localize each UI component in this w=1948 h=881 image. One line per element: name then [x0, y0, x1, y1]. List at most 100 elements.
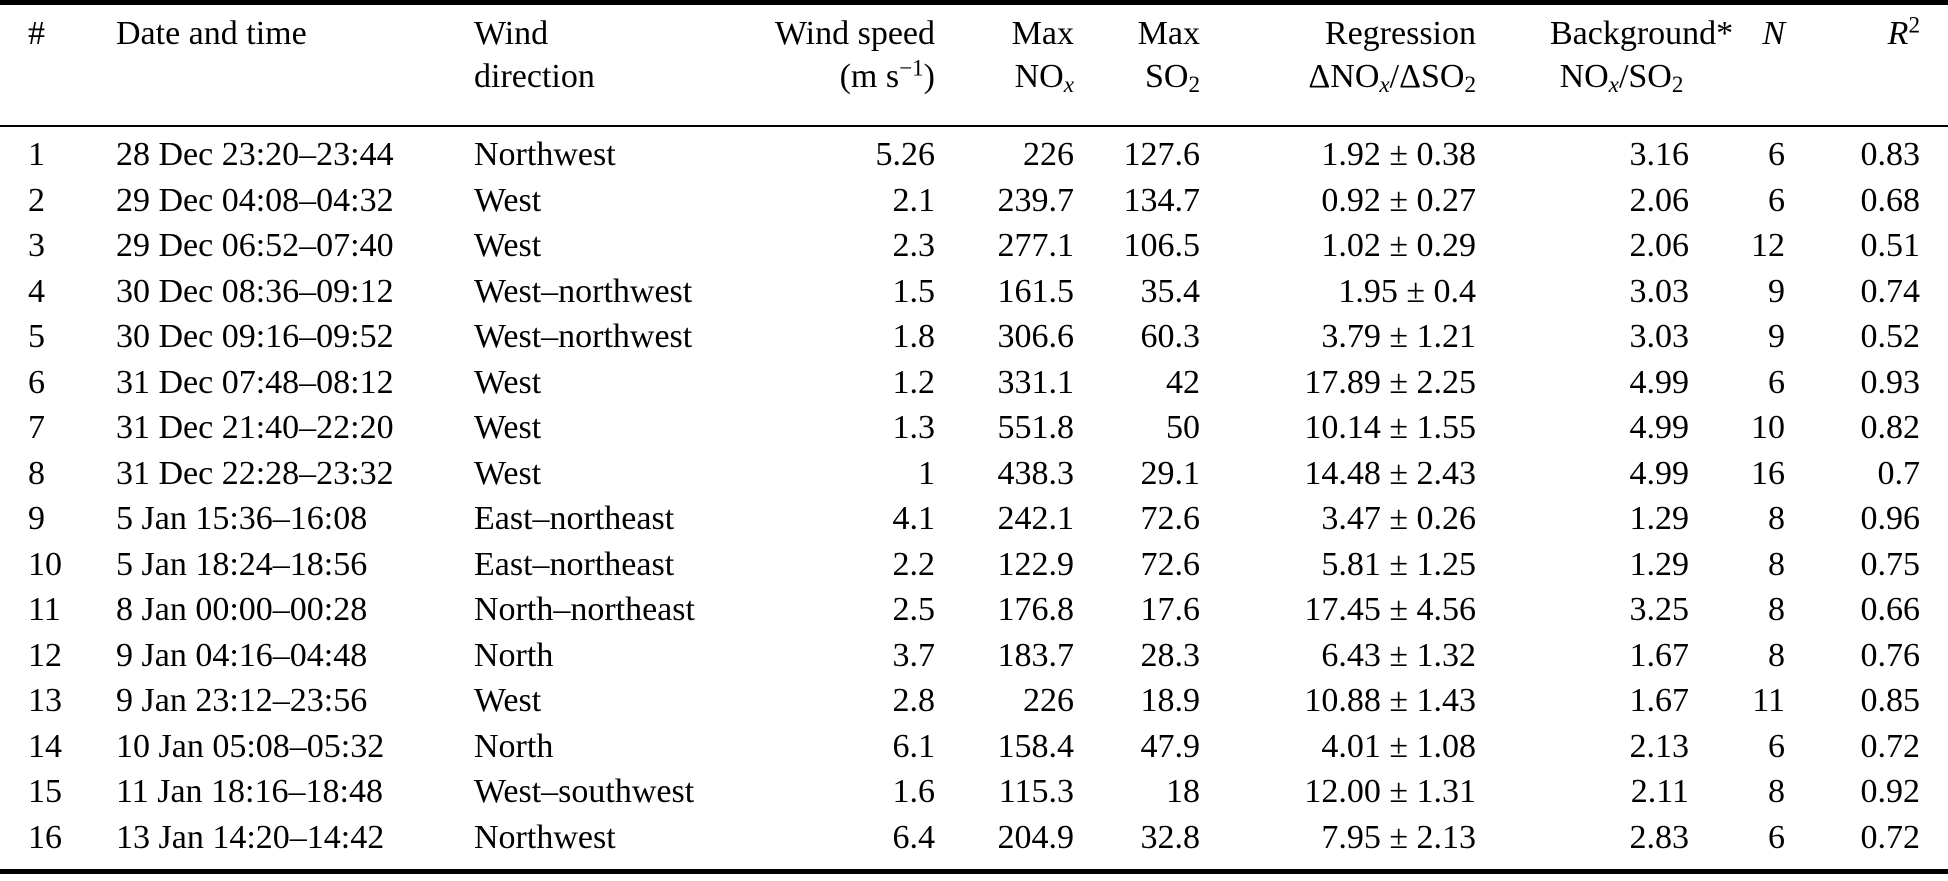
- col-header-date-time: Date and time: [88, 5, 460, 127]
- header-row: # Date and time Wind direction Wind spee…: [0, 5, 1948, 127]
- cell-max-nox: 161.5: [997, 272, 1075, 310]
- cell-n: 6: [1768, 181, 1785, 219]
- table-row: 6 31 Dec 07:48–08:12 West 1.2 331.1 42 17.89 ±…: [0, 360, 1948, 406]
- cell-num: 1: [28, 136, 45, 173]
- cell-r2: 0.96: [1860, 500, 1921, 537]
- table-row: 15 11 Jan 18:16–18:48 West–southwest 1.6 115…: [0, 769, 1948, 815]
- cell-background: 4.99: [1629, 454, 1690, 492]
- cell-num: 2: [28, 181, 45, 219]
- cell-datetime: 29 Dec 06:52–07:40: [116, 227, 394, 264]
- cell-r2: 0.75: [1860, 545, 1921, 583]
- cell-datetime: 31 Dec 22:28–23:32: [116, 454, 394, 492]
- col-header-max-so2: Max SO2: [1080, 5, 1204, 127]
- cell-max-so2: 106.5: [1123, 227, 1201, 264]
- table-bottom-rule: [0, 869, 1948, 874]
- cell-num: 3: [28, 227, 45, 264]
- cell-r2: 0.76: [1860, 636, 1921, 674]
- cell-num: 6: [28, 363, 45, 401]
- cell-wind-speed: 5.26: [875, 136, 936, 173]
- cell-datetime: 8 Jan 00:00–00:28: [116, 591, 368, 628]
- cell-r2: 0.52: [1860, 318, 1921, 355]
- cell-datetime: 30 Dec 09:16–09:52: [116, 318, 394, 355]
- cell-background: 1.29: [1629, 545, 1690, 583]
- cell-regression: 0.92 ± 0.27: [1321, 181, 1476, 219]
- cell-wind-direction: North: [474, 636, 554, 674]
- cell-wind-speed: 1.8: [892, 318, 936, 355]
- cell-num: 5: [28, 318, 45, 355]
- cell-num: 15: [28, 773, 62, 810]
- cell-wind-speed: 1: [918, 454, 935, 492]
- cell-datetime: 5 Jan 15:36–16:08: [116, 500, 368, 537]
- table-row: 5 30 Dec 09:16–09:52 West–northwest 1.8 306.…: [0, 314, 1948, 360]
- cell-n: 9: [1768, 272, 1785, 310]
- cell-background: 3.25: [1629, 591, 1690, 628]
- cell-max-so2: 134.7: [1123, 181, 1201, 219]
- cell-regression: 10.88 ± 1.43: [1304, 682, 1476, 719]
- cell-wind-direction: North: [474, 727, 554, 765]
- cell-max-nox: 204.9: [997, 818, 1075, 856]
- cell-wind-direction: Northwest: [474, 136, 616, 173]
- cell-r2: 0.92: [1860, 773, 1921, 810]
- cell-regression: 7.95 ± 2.13: [1321, 818, 1476, 856]
- cell-background: 4.99: [1629, 363, 1690, 401]
- table-row: 14 10 Jan 05:08–05:32 North 6.1 158.4 47.9 4.0…: [0, 724, 1948, 770]
- cell-regression: 17.89 ± 2.25: [1304, 363, 1476, 401]
- cell-r2: 0.85: [1860, 682, 1921, 719]
- cell-num: 4: [28, 272, 45, 310]
- cell-wind-direction: West: [474, 682, 542, 719]
- cell-max-nox: 226: [1023, 682, 1074, 719]
- cell-n: 6: [1768, 363, 1785, 401]
- cell-datetime: 10 Jan 05:08–05:32: [116, 727, 385, 765]
- cell-n: 8: [1768, 545, 1785, 583]
- cell-max-nox: 158.4: [997, 727, 1075, 765]
- cell-regression: 4.01 ± 1.08: [1321, 727, 1476, 765]
- cell-r2: 0.83: [1860, 136, 1921, 173]
- cell-r2: 0.72: [1860, 727, 1921, 765]
- table-row: 2 29 Dec 04:08–04:32 West 2.1 239.7 134.7 0.92…: [0, 178, 1948, 224]
- cell-max-so2: 17.6: [1140, 591, 1201, 628]
- cell-n: 6: [1768, 136, 1785, 173]
- cell-max-so2: 127.6: [1123, 136, 1201, 173]
- cell-n: 10: [1751, 409, 1785, 446]
- cell-wind-speed: 4.1: [892, 500, 936, 537]
- cell-wind-speed: 1.5: [892, 272, 936, 310]
- cell-max-nox: 277.1: [997, 227, 1075, 264]
- cell-datetime: 9 Jan 04:16–04:48: [116, 636, 368, 674]
- cell-background: 1.67: [1629, 682, 1690, 719]
- cell-num: 9: [28, 500, 45, 537]
- cell-num: 7: [28, 409, 45, 446]
- cell-r2: 0.51: [1860, 227, 1921, 264]
- cell-background: 1.29: [1629, 500, 1690, 537]
- cell-n: 16: [1751, 454, 1785, 492]
- cell-regression: 17.45 ± 4.56: [1304, 591, 1476, 628]
- col-header-r-squared: R2: [1790, 5, 1948, 127]
- cell-max-nox: 176.8: [997, 591, 1075, 628]
- table-row: 8 31 Dec 22:28–23:32 West 1 438.3 29.1 14.48 ±…: [0, 451, 1948, 497]
- cell-max-so2: 18.9: [1140, 682, 1201, 719]
- col-header-num: #: [0, 5, 88, 127]
- observations-table: # Date and time Wind direction Wind spee…: [0, 5, 1948, 860]
- cell-wind-direction: West–southwest: [474, 773, 695, 810]
- cell-wind-speed: 3.7: [892, 636, 936, 674]
- cell-num: 14: [28, 727, 62, 765]
- cell-background: 2.06: [1629, 181, 1690, 219]
- cell-regression: 1.02 ± 0.29: [1321, 227, 1476, 264]
- cell-max-nox: 226: [1023, 136, 1074, 173]
- cell-datetime: 9 Jan 23:12–23:56: [116, 682, 368, 719]
- cell-wind-direction: West: [474, 227, 542, 264]
- cell-wind-speed: 2.1: [892, 181, 936, 219]
- cell-num: 10: [28, 545, 62, 583]
- col-header-n: N: [1693, 5, 1790, 127]
- cell-max-nox: 306.6: [997, 318, 1075, 355]
- cell-wind-direction: East–northeast: [474, 545, 675, 583]
- cell-max-so2: 60.3: [1140, 318, 1201, 355]
- cell-background: 3.16: [1629, 136, 1690, 173]
- cell-background: 2.83: [1629, 818, 1690, 856]
- cell-datetime: 31 Dec 21:40–22:20: [116, 409, 394, 446]
- table-row: 11 8 Jan 00:00–00:28 North–northeast 2.5 176…: [0, 587, 1948, 633]
- cell-max-nox: 242.1: [997, 500, 1075, 537]
- table-row: 7 31 Dec 21:40–22:20 West 1.3 551.8 50 10.14 ±…: [0, 405, 1948, 451]
- cell-wind-speed: 1.3: [892, 409, 936, 446]
- cell-background: 4.99: [1629, 409, 1690, 446]
